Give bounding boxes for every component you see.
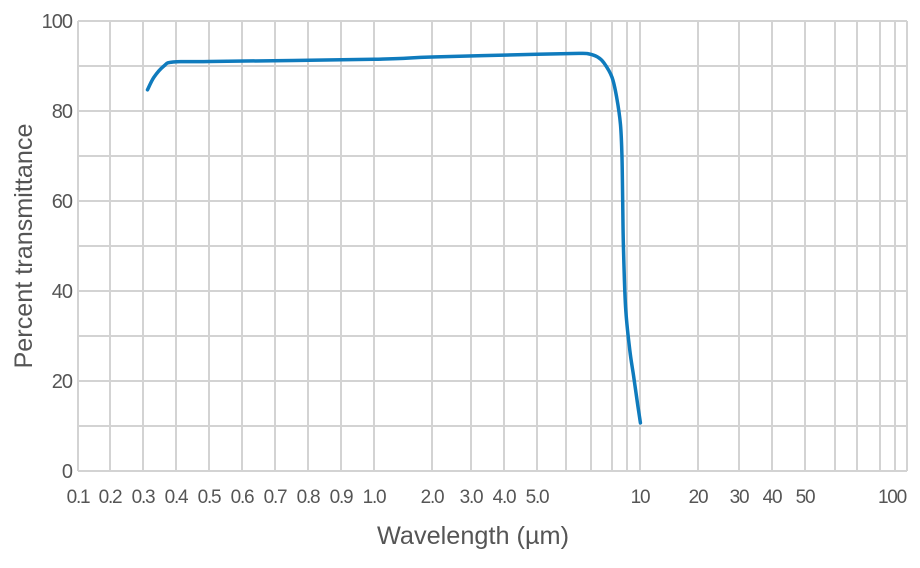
y-tick-label: 80 xyxy=(52,101,73,123)
x-tick-label: 3.0 xyxy=(460,487,483,508)
x-tick-label: 0.2 xyxy=(99,487,122,508)
x-tick-label: 50 xyxy=(796,487,815,508)
y-tick-label: 100 xyxy=(42,11,73,33)
x-tick-label: 20 xyxy=(689,487,708,508)
x-tick-label: 0.1 xyxy=(67,487,90,508)
x-tick-label: 2.0 xyxy=(421,487,444,508)
x-tick-label: 5.0 xyxy=(526,487,549,508)
x-axis-label: Wavelength (µm) xyxy=(377,522,569,550)
x-tick-label: 10 xyxy=(631,487,650,508)
x-tick-label: 0.4 xyxy=(165,487,189,508)
x-tick-label: 1.0 xyxy=(363,487,386,508)
x-tick-label: 0.5 xyxy=(198,487,221,508)
y-axis-label: Percent transmittance xyxy=(10,124,38,369)
x-tick-label: 40 xyxy=(763,487,782,508)
y-tick-labels: 0 20 40 60 80 100 xyxy=(42,11,74,483)
x-tick-label: 4.0 xyxy=(493,487,516,508)
x-tick-label: 0.9 xyxy=(330,487,353,508)
x-tick-label: 30 xyxy=(730,487,749,508)
y-tick-label: 40 xyxy=(52,281,73,303)
x-tick-label: 100 xyxy=(878,487,907,508)
x-tick-label: 0.7 xyxy=(264,487,287,508)
y-tick-label: 20 xyxy=(52,371,73,393)
transmittance-line xyxy=(145,51,643,425)
x-tick-label: 0.8 xyxy=(297,487,320,508)
x-tick-label: 0.3 xyxy=(132,487,155,508)
y-tick-label: 60 xyxy=(52,191,73,213)
x-tick-label: 0.6 xyxy=(231,487,254,508)
y-tick-label: 0 xyxy=(62,461,73,483)
grid xyxy=(77,20,908,472)
x-tick-labels: 0.1 0.2 0.3 0.4 0.5 0.6 0.7 0.8 0.9 1.0 2.0 3.0 4.0 5… xyxy=(67,487,908,508)
